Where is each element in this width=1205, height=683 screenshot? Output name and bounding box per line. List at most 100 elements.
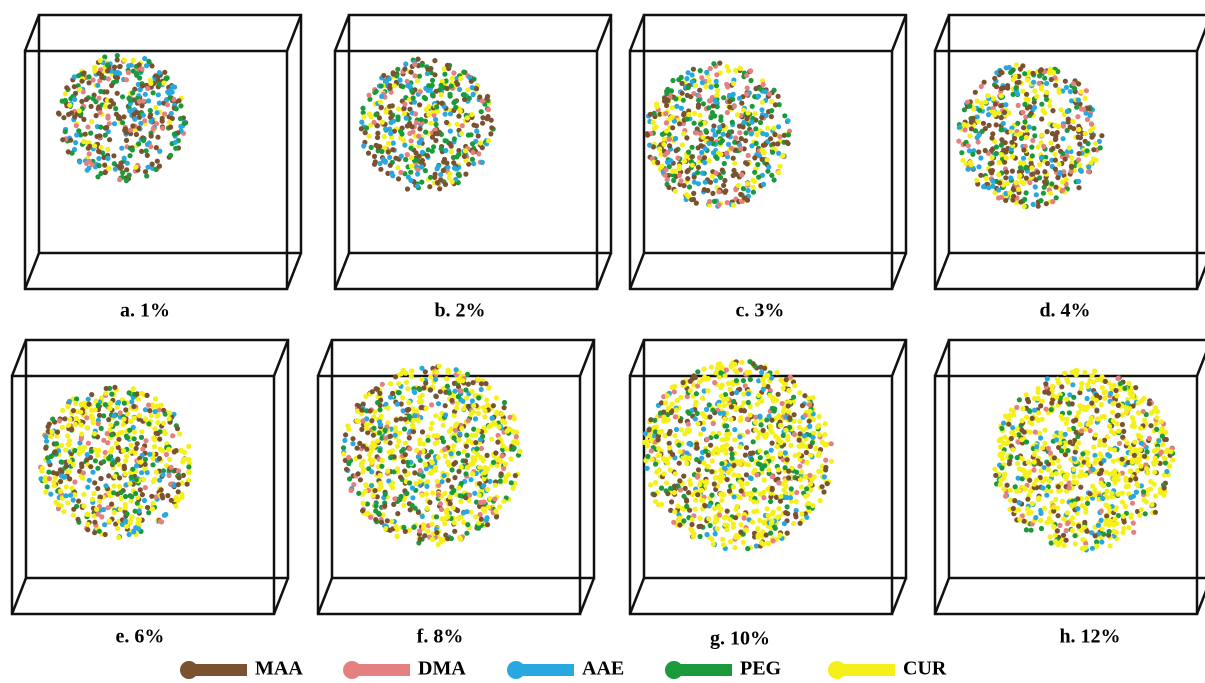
bead bbox=[106, 518, 112, 524]
bead bbox=[483, 468, 489, 475]
bead bbox=[76, 451, 82, 457]
bead bbox=[67, 416, 73, 422]
bead bbox=[419, 513, 425, 520]
bead bbox=[369, 418, 375, 424]
bead bbox=[1030, 137, 1036, 144]
bead bbox=[707, 198, 713, 205]
bead bbox=[377, 448, 383, 454]
bead bbox=[1021, 147, 1027, 153]
bead bbox=[489, 125, 495, 131]
bead bbox=[368, 514, 374, 520]
bead bbox=[1014, 80, 1020, 86]
bead bbox=[1033, 192, 1039, 198]
bead bbox=[160, 472, 166, 478]
bead bbox=[44, 438, 50, 444]
bead bbox=[1068, 168, 1074, 174]
bead bbox=[745, 110, 751, 116]
bead bbox=[62, 129, 68, 135]
bead bbox=[43, 489, 49, 495]
bead bbox=[159, 492, 165, 498]
bead bbox=[478, 445, 484, 452]
box-back bbox=[24, 338, 290, 580]
bead bbox=[770, 141, 777, 147]
bead bbox=[496, 424, 502, 430]
bead bbox=[828, 441, 834, 447]
bead bbox=[417, 126, 423, 132]
bead bbox=[357, 440, 363, 446]
bead bbox=[990, 95, 997, 102]
bead bbox=[390, 71, 396, 77]
bead bbox=[701, 366, 707, 372]
bead bbox=[998, 115, 1004, 121]
bead bbox=[662, 152, 668, 158]
bead bbox=[719, 382, 725, 388]
bead bbox=[641, 439, 647, 445]
bead bbox=[1040, 190, 1046, 196]
bead bbox=[386, 140, 392, 146]
bead bbox=[734, 112, 741, 118]
bead bbox=[419, 157, 425, 164]
bead bbox=[106, 121, 112, 127]
bead bbox=[400, 408, 406, 414]
bead bbox=[173, 145, 179, 151]
bead bbox=[394, 443, 400, 449]
bead bbox=[1103, 521, 1109, 527]
bead bbox=[398, 416, 404, 422]
bead bbox=[823, 464, 829, 471]
bead bbox=[1077, 101, 1083, 107]
bead bbox=[360, 401, 366, 407]
bead bbox=[1013, 85, 1019, 91]
bead bbox=[1107, 446, 1113, 452]
bead bbox=[696, 93, 702, 99]
bead bbox=[1038, 86, 1044, 92]
bead bbox=[993, 84, 1000, 90]
bead bbox=[514, 440, 520, 446]
bead bbox=[731, 202, 737, 208]
bead bbox=[501, 405, 507, 411]
bead bbox=[459, 123, 465, 129]
bead bbox=[648, 448, 654, 454]
bead bbox=[66, 398, 72, 404]
bead bbox=[151, 476, 158, 483]
bead bbox=[731, 80, 737, 87]
bead bbox=[757, 448, 763, 454]
bead bbox=[664, 177, 670, 183]
bead bbox=[414, 78, 421, 84]
bead bbox=[68, 137, 74, 143]
bead bbox=[77, 440, 83, 446]
bead bbox=[482, 414, 488, 420]
bead bbox=[382, 491, 388, 497]
bead bbox=[713, 178, 719, 184]
bead bbox=[724, 476, 730, 483]
bead bbox=[454, 400, 460, 406]
bead bbox=[133, 490, 139, 497]
bead bbox=[786, 409, 792, 415]
bead bbox=[417, 394, 423, 400]
bead bbox=[62, 474, 68, 480]
bead bbox=[357, 454, 363, 460]
bead bbox=[500, 443, 506, 449]
bead bbox=[708, 442, 714, 448]
bead bbox=[1049, 131, 1055, 137]
bead bbox=[1014, 91, 1021, 97]
bead bbox=[742, 452, 749, 458]
bead bbox=[732, 160, 738, 166]
bead bbox=[704, 69, 710, 75]
bead bbox=[473, 86, 480, 92]
bead bbox=[505, 472, 512, 478]
bead bbox=[465, 452, 471, 458]
bead bbox=[120, 422, 126, 428]
bead bbox=[810, 395, 816, 401]
bead bbox=[764, 157, 770, 163]
bead bbox=[131, 529, 137, 535]
bead bbox=[673, 96, 679, 102]
bead bbox=[111, 490, 117, 496]
bead bbox=[488, 131, 494, 137]
bead bbox=[1075, 97, 1081, 103]
bead bbox=[1083, 110, 1089, 116]
bead bbox=[166, 472, 172, 479]
bead bbox=[683, 454, 689, 460]
bead bbox=[419, 429, 426, 435]
bead bbox=[999, 137, 1005, 143]
bead bbox=[657, 429, 663, 435]
